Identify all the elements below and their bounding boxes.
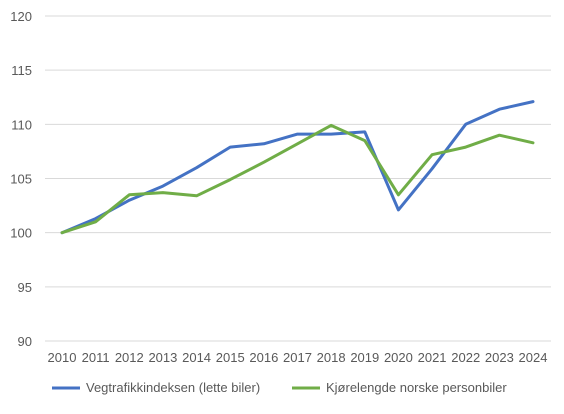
y-tick-label: 105 — [10, 172, 32, 187]
legend-label-1: Kjørelengde norske personbiler — [326, 380, 507, 395]
x-tick-label: 2020 — [384, 350, 413, 365]
y-tick-label: 95 — [18, 280, 32, 295]
x-tick-label: 2023 — [485, 350, 514, 365]
y-tick-label: 110 — [11, 117, 32, 132]
x-tick-label: 2019 — [350, 350, 379, 365]
x-tick-label: 2017 — [283, 350, 312, 365]
legend-label-0: Vegtrafikkindeksen (lette biler) — [86, 380, 260, 395]
y-tick-label: 90 — [18, 334, 32, 349]
gridlines — [45, 15, 551, 342]
y-tick-label: 115 — [11, 63, 32, 78]
x-tick-label: 2018 — [317, 350, 346, 365]
x-tick-label: 2024 — [519, 350, 548, 365]
y-tick-label: 120 — [10, 9, 32, 24]
x-tick-label: 2016 — [249, 350, 278, 365]
series-lines — [60, 100, 535, 235]
x-tick-label: 2014 — [182, 350, 211, 365]
x-tick-label: 2011 — [82, 350, 110, 365]
x-axis-ticks: 2010 2011 2012 2013 2014 2015 2016 2017 2018 2019… — [48, 350, 548, 365]
x-tick-label: 2012 — [115, 350, 144, 365]
y-tick-label: 100 — [10, 226, 32, 241]
series-line-0 — [60, 100, 535, 235]
x-tick-label: 2013 — [148, 350, 177, 365]
x-tick-label: 2010 — [48, 350, 77, 365]
y-axis-ticks: 90 95 100 105 110 115 120 — [10, 9, 32, 349]
series-line-1 — [60, 123, 535, 235]
legend: Vegtrafikkindeksen (lette biler) Kjørelen… — [52, 380, 507, 395]
x-tick-label: 2021 — [418, 350, 447, 365]
x-tick-label: 2015 — [216, 350, 245, 365]
x-tick-label: 2022 — [451, 350, 480, 365]
